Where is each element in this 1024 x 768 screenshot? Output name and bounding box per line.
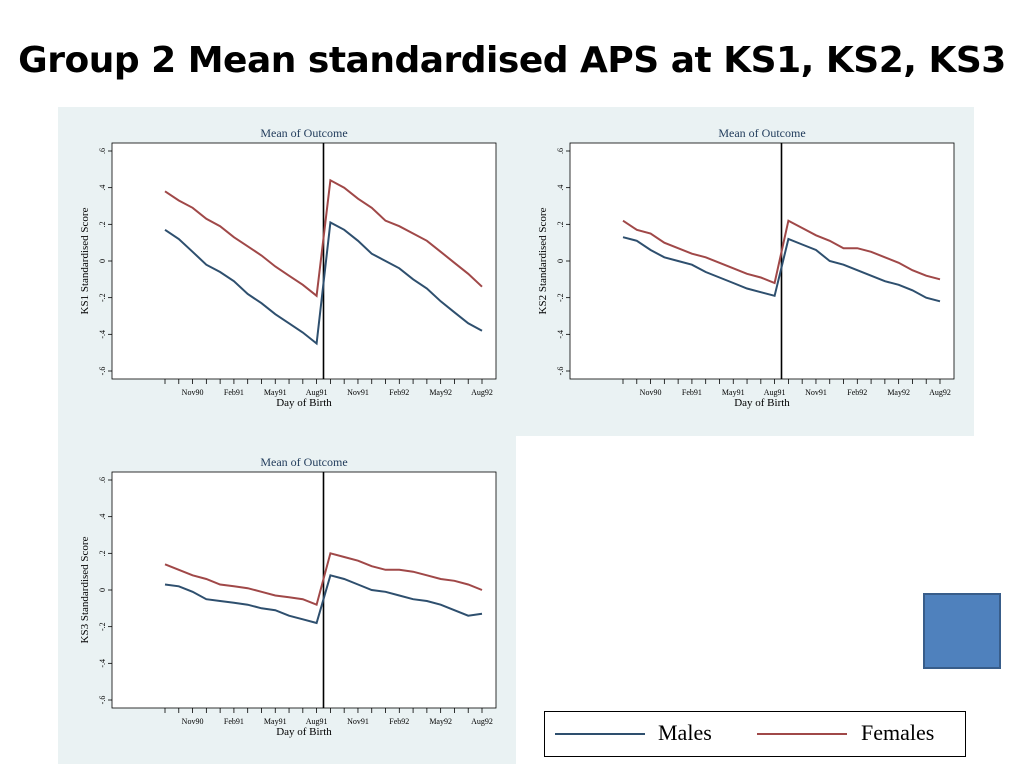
plot-area [111, 142, 497, 380]
y-tick-label: .2 [556, 221, 565, 227]
chart-title: Mean of Outcome [260, 455, 347, 469]
x-axis-label: Day of Birth [276, 397, 332, 409]
x-tick-label: Feb91 [224, 717, 244, 726]
series-line-females [622, 219, 941, 285]
x-tick-label: Aug92 [929, 388, 951, 397]
x-tick-label: Aug92 [471, 717, 493, 726]
y-tick-label: -.4 [98, 330, 107, 339]
y-tick-label: .4 [98, 185, 107, 191]
x-tick-label: Nov90 [182, 717, 204, 726]
x-tick-label: Aug91 [306, 717, 328, 726]
x-tick-label: Nov91 [347, 388, 369, 397]
series-line-males [164, 220, 483, 346]
y-tick-label: .6 [98, 477, 107, 483]
y-tick-label: .4 [556, 185, 565, 191]
y-axis-label: KS2 Standardised Score [537, 207, 549, 314]
legend-label-males: Males [658, 720, 712, 745]
y-tick-label: -.2 [556, 293, 565, 302]
x-tick-label: May91 [722, 388, 745, 397]
x-tick-label: May92 [429, 717, 452, 726]
y-tick-label: -.6 [98, 367, 107, 376]
legend-label-females: Females [861, 720, 935, 745]
series-line-males [622, 236, 941, 303]
x-tick-label: May92 [429, 388, 452, 397]
y-tick-label: -.2 [98, 293, 107, 302]
slide-title: Group 2 Mean standardised APS at KS1, KS… [18, 40, 1006, 81]
blue-square-shape [923, 593, 1001, 669]
plot-area [111, 471, 497, 709]
y-tick-label: 0 [98, 588, 107, 592]
x-tick-label: May91 [264, 717, 287, 726]
chart-ks2: Mean of Outcome -.6 -.4 -.2 0 .2 .4 .6 KS2 Stand… [537, 126, 955, 409]
x-axis-label: Day of Birth [276, 726, 332, 738]
x-axis-label: Day of Birth [734, 397, 790, 409]
x-tick-label: Feb92 [389, 717, 409, 726]
x-tick-label: May92 [887, 388, 910, 397]
y-tick-label: -.6 [556, 367, 565, 376]
y-tick-label: .6 [98, 148, 107, 154]
x-tick-label: Nov91 [805, 388, 827, 397]
chart-legend: Males Females [544, 711, 966, 757]
series-line-males [164, 574, 483, 625]
chart-title: Mean of Outcome [718, 126, 805, 140]
legend-line-females [757, 733, 847, 735]
y-tick-label: -.4 [98, 659, 107, 668]
y-tick-label: -.2 [98, 622, 107, 631]
x-tick-label: Nov90 [182, 388, 204, 397]
plot-area [569, 142, 955, 380]
y-tick-label: .2 [98, 550, 107, 556]
x-tick-label: Feb91 [224, 388, 244, 397]
chart-title: Mean of Outcome [260, 126, 347, 140]
legend-line-males [555, 733, 645, 735]
x-tick-label: Nov91 [347, 717, 369, 726]
series-line-females [164, 178, 483, 298]
x-tick-label: Feb92 [847, 388, 867, 397]
y-tick-label: 0 [556, 259, 565, 263]
y-axis-label: KS1 Standardised Score [79, 207, 91, 314]
chart-ks1: Mean of Outcome -.6 -.4 -.2 0 .2 .4 .6 KS1 Stand… [79, 126, 497, 409]
x-tick-label: Feb91 [682, 388, 702, 397]
y-tick-label: .2 [98, 221, 107, 227]
y-tick-label: 0 [98, 259, 107, 263]
chart-ks3: Mean of Outcome -.6 -.4 -.2 0 .2 .4 .6 KS3 Stand… [79, 455, 497, 738]
x-tick-label: May91 [264, 388, 287, 397]
y-tick-label: .6 [556, 148, 565, 154]
x-tick-label: Aug91 [306, 388, 328, 397]
x-tick-label: Nov90 [640, 388, 662, 397]
x-tick-label: Feb92 [389, 388, 409, 397]
y-tick-label: -.4 [556, 330, 565, 339]
y-tick-label: -.6 [98, 696, 107, 705]
y-tick-label: .4 [98, 514, 107, 520]
x-tick-label: Aug92 [471, 388, 493, 397]
y-axis-label: KS3 Standardised Score [79, 536, 91, 643]
series-line-females [164, 552, 483, 607]
x-tick-label: Aug91 [764, 388, 786, 397]
